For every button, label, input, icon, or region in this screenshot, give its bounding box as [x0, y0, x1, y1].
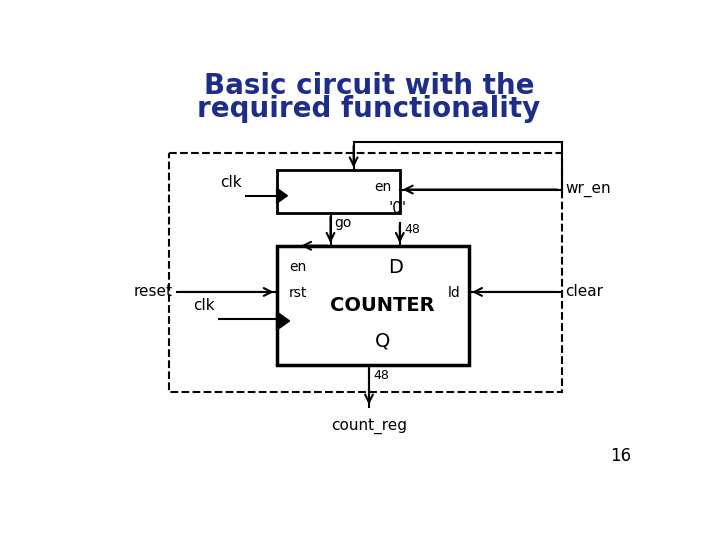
Text: 16: 16: [610, 447, 631, 465]
Text: go: go: [334, 217, 352, 231]
Text: count_reg: count_reg: [331, 418, 407, 434]
Text: reset: reset: [134, 285, 173, 300]
Text: en: en: [374, 180, 392, 194]
Text: en: en: [289, 260, 307, 274]
Polygon shape: [276, 188, 287, 204]
Text: clk: clk: [194, 298, 215, 313]
Text: rst: rst: [289, 287, 307, 300]
Text: clear: clear: [565, 285, 603, 300]
Text: D: D: [389, 258, 403, 276]
Text: COUNTER: COUNTER: [330, 296, 435, 315]
Text: 48: 48: [405, 223, 420, 236]
Polygon shape: [276, 312, 289, 330]
Text: clk: clk: [220, 174, 242, 190]
Text: required functionality: required functionality: [197, 96, 541, 124]
Bar: [276, 170, 400, 213]
Text: Q: Q: [375, 332, 390, 351]
Bar: [168, 153, 562, 392]
Text: ld: ld: [447, 287, 460, 300]
Text: Basic circuit with the: Basic circuit with the: [204, 72, 534, 100]
Text: wr_en: wr_en: [565, 182, 611, 197]
Text: 48: 48: [374, 369, 390, 382]
Bar: [276, 246, 469, 365]
Text: '0': '0': [388, 201, 407, 215]
